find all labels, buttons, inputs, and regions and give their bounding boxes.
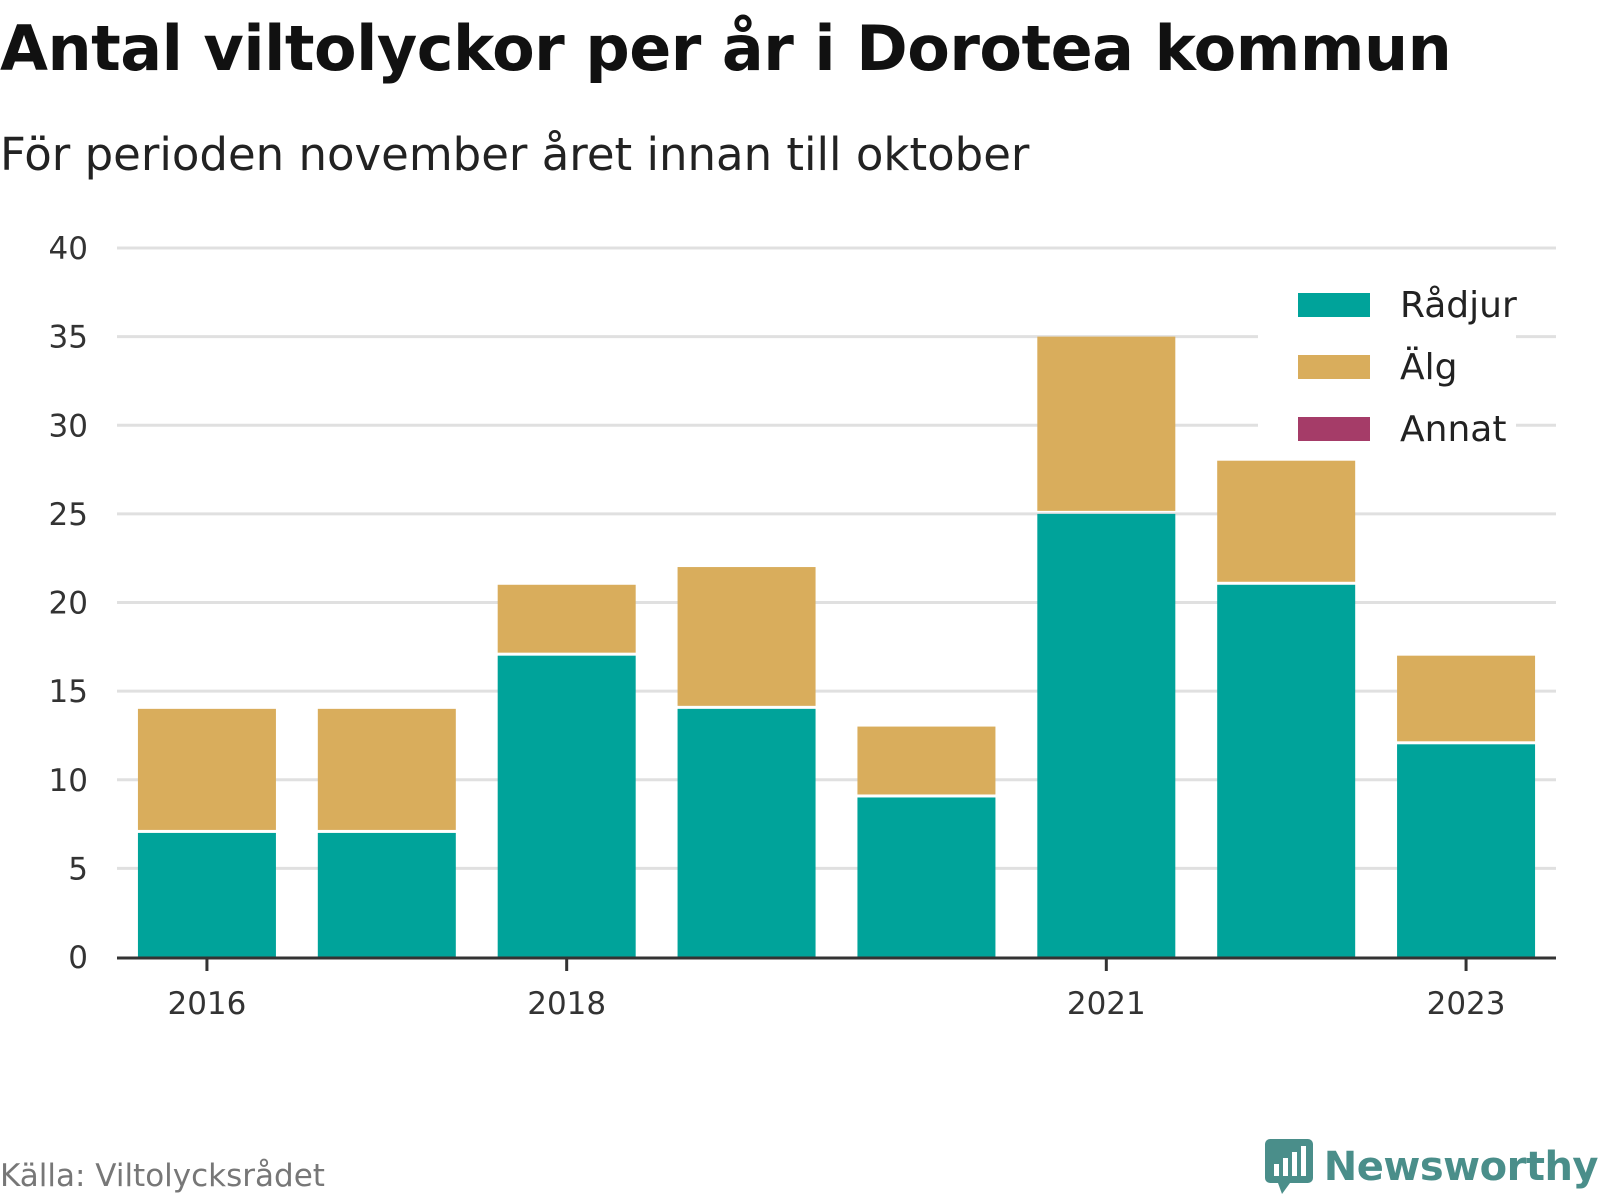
bar-älg-2023 <box>1397 655 1536 742</box>
legend-swatch-annat <box>1298 417 1370 441</box>
bar-rådjur-2022 <box>1217 584 1356 957</box>
y-tick-label: 0 <box>68 940 88 976</box>
y-tick-label: 30 <box>49 408 88 444</box>
y-tick-label: 40 <box>49 231 88 267</box>
chart-title: Antal viltolyckor per år i Dorotea kommu… <box>0 12 1452 85</box>
bar-rådjur-2021 <box>1037 513 1176 957</box>
x-tick-label: 2021 <box>1067 986 1146 1022</box>
axes: 0 5 10 15 20 25 30 35 40 2016 2018 2021 2023 <box>49 231 1556 1022</box>
bar-rådjur-2017 <box>317 832 456 957</box>
legend-swatch-älg <box>1298 355 1370 379</box>
legend-label-rådjur: Rådjur <box>1400 285 1517 326</box>
x-tick-label: 2023 <box>1427 986 1506 1022</box>
x-tick-label: 2018 <box>527 986 606 1022</box>
bar-rådjur-2023 <box>1397 744 1536 957</box>
brand: Newsworthy <box>1264 1138 1599 1196</box>
y-tick-label: 15 <box>49 674 88 710</box>
bar-älg-2020 <box>857 726 996 795</box>
y-tick-label: 5 <box>68 851 88 887</box>
chart-subtitle: För perioden november året innan till ok… <box>0 128 1030 181</box>
bar-älg-2018 <box>497 584 636 653</box>
newsworthy-logo-icon <box>1264 1139 1313 1194</box>
bar-älg-2019 <box>677 567 816 706</box>
legend-swatch-rådjur <box>1298 293 1370 317</box>
bar-älg-2016 <box>137 708 276 830</box>
bar-rådjur-2020 <box>857 797 996 957</box>
y-tick-label: 25 <box>49 497 88 533</box>
y-tick-label: 20 <box>49 586 88 622</box>
bar-älg-2021 <box>1037 336 1176 511</box>
x-tick-label: 2016 <box>167 986 246 1022</box>
bar-rådjur-2018 <box>497 655 636 957</box>
bar-rådjur-2019 <box>677 708 816 957</box>
source-note: Källa: Viltolycksrådet <box>0 1158 325 1194</box>
bar-älg-2022 <box>1217 460 1356 582</box>
bar-rådjur-2016 <box>137 832 276 957</box>
y-tick-label: 35 <box>49 320 88 356</box>
legend-label-annat: Annat <box>1400 409 1506 450</box>
bars <box>137 336 1536 957</box>
legend: Rådjur Älg Annat <box>1258 265 1517 460</box>
y-tick-label: 10 <box>49 763 88 799</box>
brand-name: Newsworthy <box>1323 1144 1599 1190</box>
bar-älg-2017 <box>317 708 456 830</box>
legend-label-älg: Älg <box>1400 346 1457 388</box>
